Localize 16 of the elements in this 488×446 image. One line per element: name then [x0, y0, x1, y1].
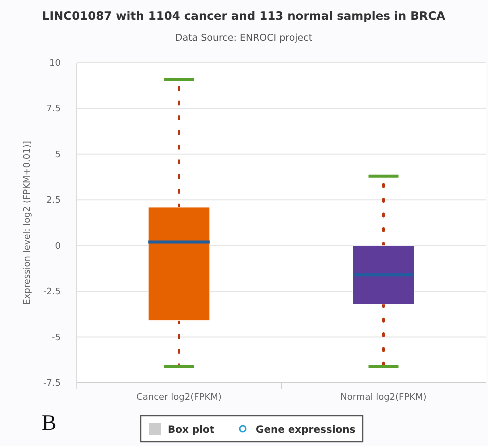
- chart-title: LINC01087 with 1104 cancer and 113 normal samples in BRCA: [42, 9, 446, 23]
- y-tick-label: -2.5: [43, 288, 61, 298]
- chart-subtitle: Data Source: ENROCI project: [175, 33, 313, 44]
- y-tick-label: 2.5: [46, 196, 61, 206]
- y-tick-label: 7.5: [46, 104, 61, 115]
- y-tick-label: -7.5: [43, 379, 61, 389]
- y-tick-label: 5: [55, 150, 61, 160]
- y-tick-label: 0: [55, 242, 62, 252]
- y-tick-label: -5: [52, 333, 61, 344]
- text: Box plot: [168, 425, 215, 436]
- legend-label: Gene expressions: [256, 425, 356, 436]
- y-axis-title: Expression level: log2 (FPKM+0.01)]: [23, 141, 33, 305]
- x-tick-label: Normal log2(FPKM): [340, 393, 427, 403]
- x-tick-label: Cancer log2(FPKM): [136, 393, 222, 403]
- text: B: [42, 410, 57, 435]
- y-tick-label: 10: [50, 59, 62, 69]
